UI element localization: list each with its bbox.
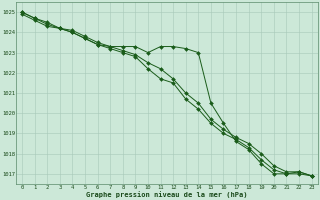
X-axis label: Graphe pression niveau de la mer (hPa): Graphe pression niveau de la mer (hPa): [86, 191, 248, 198]
